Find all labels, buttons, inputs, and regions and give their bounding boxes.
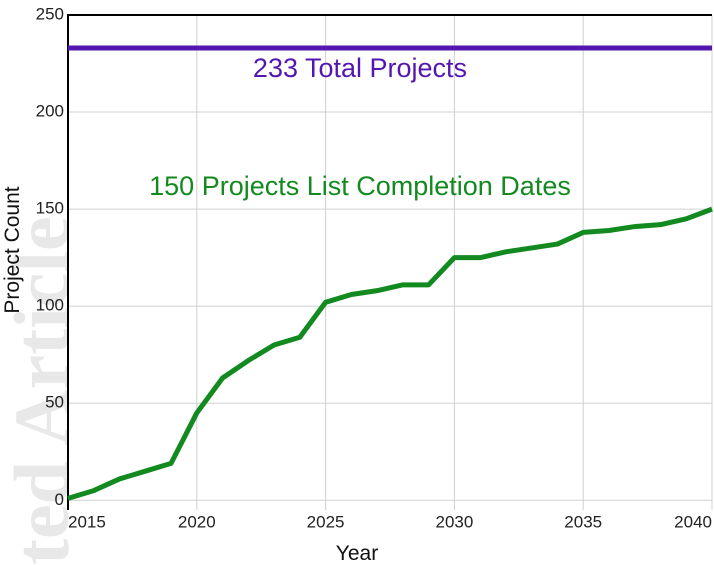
- x-tick-label: 2015: [68, 512, 106, 531]
- y-tick-label: 0: [55, 490, 64, 509]
- y-tick-label: 200: [36, 102, 64, 121]
- x-tick-label: 2035: [564, 512, 602, 531]
- x-tick-label: 2025: [307, 512, 345, 531]
- y-axis-label: Project Count: [1, 186, 24, 313]
- y-tick-label: 100: [36, 296, 64, 315]
- annotation: 150 Projects List Completion Dates: [149, 171, 571, 201]
- y-tick-label: 50: [45, 393, 64, 412]
- watermark: ted Article: [0, 216, 85, 565]
- axis-frame: [67, 14, 712, 510]
- x-tick-label: 2020: [178, 512, 216, 531]
- y-tick-label: 250: [36, 4, 64, 23]
- reference-label: 233 Total Projects: [253, 53, 467, 83]
- x-tick-label: 2030: [435, 512, 473, 531]
- y-tick-label: 150: [36, 199, 64, 218]
- x-tick-label: 2040: [674, 512, 712, 531]
- data-line: [67, 206, 713, 501]
- x-axis-label: Year: [336, 542, 378, 565]
